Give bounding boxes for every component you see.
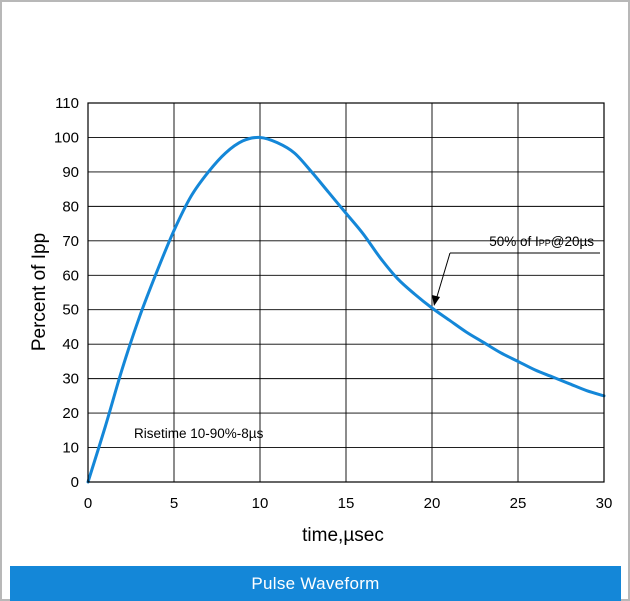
- x-tick-label: 20: [424, 495, 441, 512]
- y-tick-label: 90: [62, 164, 79, 181]
- x-tick-label: 30: [596, 495, 613, 512]
- pulse-curve: [86, 135, 606, 484]
- y-tick-label: 20: [62, 405, 79, 422]
- plot-border: [87, 102, 605, 483]
- y-tick-label: 10: [62, 440, 79, 457]
- y-tick-label: 50: [62, 302, 79, 319]
- y-tick-label: 100: [54, 129, 79, 146]
- y-axis-label: Percent of Ipp: [29, 233, 50, 351]
- y-tick-label: 70: [62, 233, 79, 250]
- x-tick-label: 25: [510, 495, 527, 512]
- annotation-leader-diagonal: [435, 252, 451, 301]
- x-tick-label: 15: [338, 495, 355, 512]
- y-tick-label: 40: [62, 336, 79, 353]
- half-value-annotation: 50% of IPP@20µs: [489, 234, 594, 249]
- chart-title-banner: Pulse Waveform: [10, 566, 621, 601]
- x-tick-label: 0: [84, 495, 92, 512]
- y-tick-label: 30: [62, 371, 79, 388]
- tick-labels: 0 10 20 30 40 50 60 70 80 90 100 110 0 5 10 15 20 25 30: [54, 95, 612, 512]
- y-tick-label: 80: [62, 198, 79, 215]
- x-axis-label: time,µsec: [302, 525, 384, 546]
- y-tick-label: 110: [55, 95, 79, 112]
- y-tick-label: 0: [71, 474, 79, 491]
- x-tick-label: 5: [170, 495, 178, 512]
- annotation-arrowhead: [432, 295, 440, 306]
- y-tick-label: 60: [62, 267, 79, 284]
- x-tick-label: 10: [252, 495, 269, 512]
- risetime-annotation: Risetime 10-90%-8µs: [134, 426, 264, 441]
